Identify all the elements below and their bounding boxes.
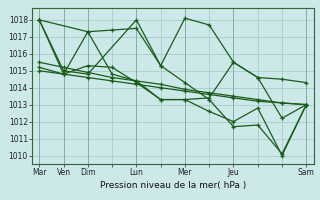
X-axis label: Pression niveau de la mer( hPa ): Pression niveau de la mer( hPa ) bbox=[100, 181, 246, 190]
